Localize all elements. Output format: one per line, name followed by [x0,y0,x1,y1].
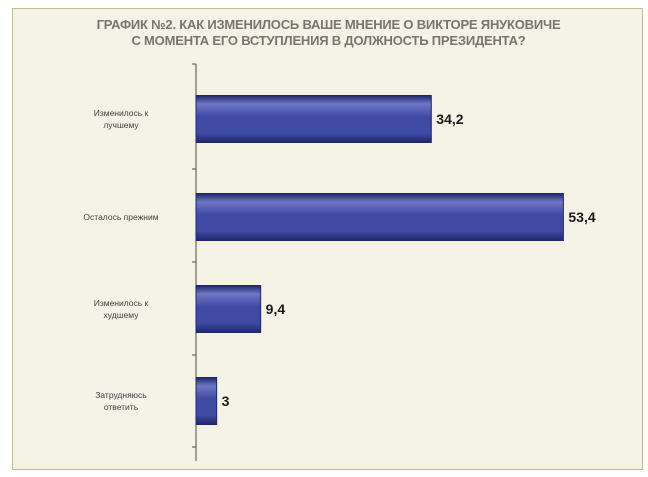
category-label: Затрудняюсь ответить [95,390,147,412]
bar-value-label: 9,4 [266,301,286,317]
bar-value-label: 34,2 [436,111,463,127]
category-label: Осталось прежним [83,212,158,222]
bar-value-label: 3 [222,393,230,409]
bar-chart-plot: 34,2 Изменилось к лучшему 53,4 Осталось преж… [83,63,596,461]
bar [195,377,218,425]
chart-title-line-2: С МОМЕНТА ЕГО ВСТУПЛЕНИЯ В ДОЛЖНОСТЬ ПРЕ… [131,33,526,48]
category-label: Изменилось к худшему [94,298,149,320]
chart-title: ГРАФИК №2. КАК ИЗМЕНИЛОСЬ ВАШЕ МНЕНИЕ О … [13,17,644,49]
chart-title-line-1: ГРАФИК №2. КАК ИЗМЕНИЛОСЬ ВАШЕ МНЕНИЕ О … [96,17,561,32]
category-label: Изменилось к лучшему [94,108,149,130]
bar [195,95,432,143]
bar-value-label: 53,4 [568,209,595,225]
bar [195,193,564,241]
bar [195,285,262,333]
chart-frame: ГРАФИК №2. КАК ИЗМЕНИЛОСЬ ВАШЕ МНЕНИЕ О … [12,8,643,470]
